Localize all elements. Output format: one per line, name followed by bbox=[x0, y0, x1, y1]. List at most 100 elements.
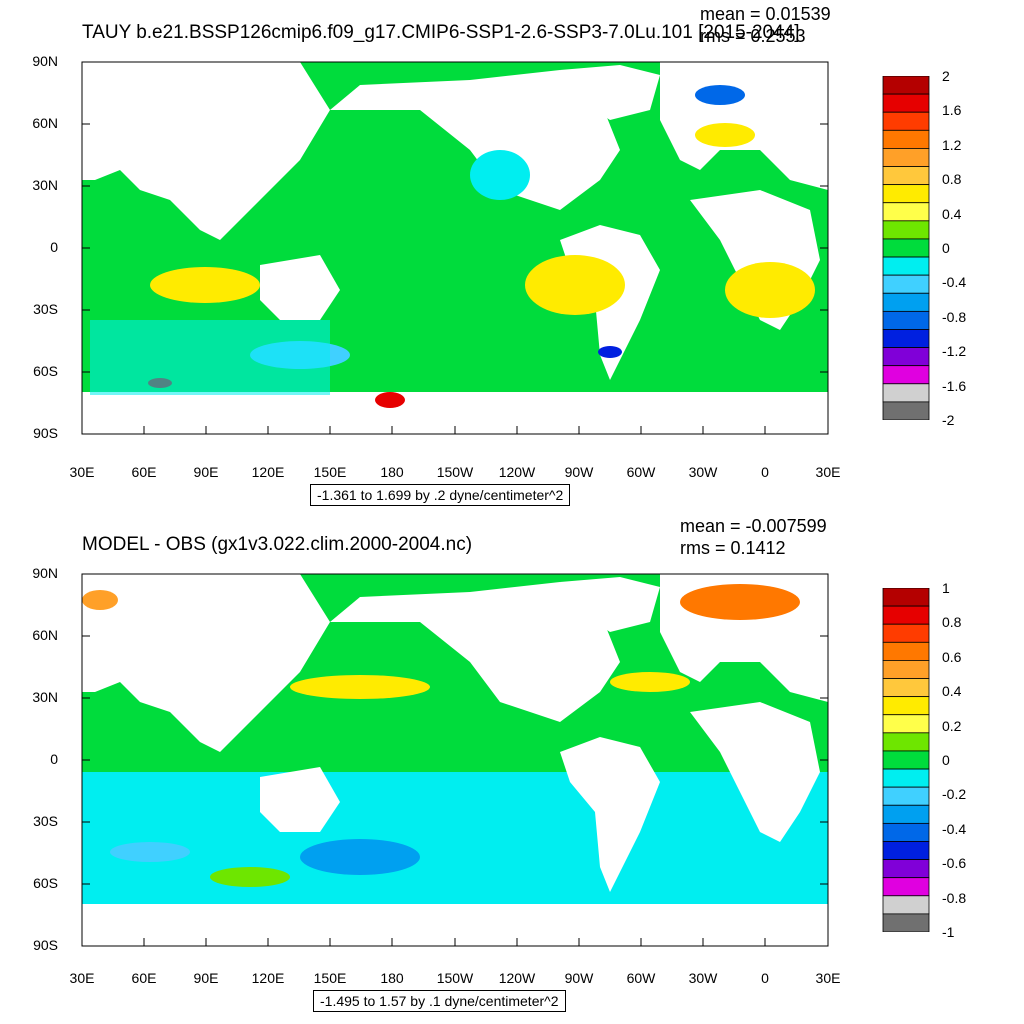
colorbar-label: 2 bbox=[942, 68, 950, 84]
colorbar-box bbox=[882, 111, 930, 131]
colorbar-box bbox=[882, 93, 930, 113]
top-lon-label: 90W bbox=[564, 464, 594, 480]
colorbar-label: 0.8 bbox=[942, 614, 962, 631]
top-lon-label: 0 bbox=[761, 464, 769, 480]
colorbar-box bbox=[882, 822, 930, 842]
colorbar-label: -1 bbox=[942, 924, 955, 940]
colorbar-box bbox=[882, 786, 930, 806]
bottom-rms-text: rms = 0.1412 bbox=[680, 538, 786, 558]
colorbar-box bbox=[882, 841, 930, 860]
colorbar-box bbox=[882, 129, 930, 149]
colorbar-box bbox=[882, 750, 930, 770]
colorbar-box bbox=[882, 166, 930, 186]
top-panel: TAUY b.e21.BSSP126cmip6.f09_g17.CMIP6-SS… bbox=[32, 4, 967, 506]
bottom-lat-ticks bbox=[82, 573, 828, 947]
bottom-panel: MODEL - OBS (gx1v3.022.clim.2000-2004.nc… bbox=[0, 512, 1024, 1024]
top-lon-label: 30E bbox=[69, 464, 95, 480]
colorbar-box bbox=[882, 877, 930, 897]
colorbar-label: 1 bbox=[942, 580, 950, 596]
bottom-lat-label-60n: 60N bbox=[32, 627, 58, 643]
colorbar-box bbox=[882, 238, 930, 258]
top-colorbar bbox=[882, 76, 930, 420]
bottom-lon-label: 120E bbox=[251, 970, 285, 986]
bottom-lat-label-30n: 30N bbox=[32, 689, 58, 705]
bottom-lon-label: 180 bbox=[380, 970, 404, 986]
top-lon-label: 180 bbox=[380, 464, 404, 480]
top-range-box: -1.361 to 1.699 by .2 dyne/centimeter^2 bbox=[310, 484, 571, 506]
bottom-lat-label-60s: 60S bbox=[33, 875, 58, 891]
bottom-lon-label: 90W bbox=[564, 970, 594, 986]
colorbar-label: -2 bbox=[942, 412, 955, 428]
colorbar-label: 0.6 bbox=[942, 648, 962, 665]
top-lat-label-30s: 30S bbox=[33, 301, 58, 317]
bottom-lon-ticks bbox=[81, 938, 829, 946]
bottom-lon-label: 90E bbox=[193, 970, 219, 986]
bottom-lon-label: 60E bbox=[131, 970, 157, 986]
bottom-lon-label: 30E bbox=[815, 970, 841, 986]
colorbar-box bbox=[882, 184, 930, 204]
top-lon-label: 150W bbox=[436, 464, 474, 480]
colorbar-box bbox=[882, 895, 930, 915]
bottom-map bbox=[81, 573, 829, 947]
colorbar-box bbox=[882, 329, 930, 348]
top-lon-label: 60E bbox=[131, 464, 157, 480]
colorbar-box bbox=[882, 256, 930, 276]
top-lat-label-30n: 30N bbox=[32, 177, 58, 193]
bottom-lat-label-90n: 90N bbox=[32, 565, 58, 581]
colorbar-box bbox=[882, 274, 930, 294]
bottom-colorbar bbox=[882, 588, 930, 932]
colorbar-box bbox=[882, 383, 930, 403]
colorbar-label: 1.6 bbox=[942, 102, 962, 119]
top-lon-label: 30E bbox=[815, 464, 841, 480]
colorbar-label: -0.8 bbox=[942, 308, 967, 325]
colorbar-label: -1.2 bbox=[942, 343, 967, 360]
top-lat-label-90n: 90N bbox=[32, 53, 58, 69]
bottom-lat-label-90s: 90S bbox=[33, 937, 58, 953]
colorbar-label: -0.8 bbox=[942, 889, 967, 906]
top-rms-text: rms = 0.2553 bbox=[700, 26, 806, 46]
top-lat-label-90s: 90S bbox=[33, 425, 58, 441]
colorbar-box bbox=[882, 732, 930, 752]
top-lon-ticks bbox=[81, 426, 829, 434]
colorbar-label: -0.6 bbox=[942, 855, 967, 872]
colorbar-label: 1.2 bbox=[942, 136, 962, 153]
bottom-mean-text: mean = -0.007599 bbox=[680, 516, 827, 536]
colorbar-label: 0.4 bbox=[942, 205, 962, 222]
top-mean-text: mean = 0.01539 bbox=[700, 4, 831, 24]
colorbar-label: -0.4 bbox=[942, 820, 967, 837]
colorbar-box bbox=[882, 605, 930, 625]
colorbar-box bbox=[882, 660, 930, 679]
colorbar-label: -0.2 bbox=[942, 786, 967, 803]
top-lat-label-60s: 60S bbox=[33, 363, 58, 379]
top-lon-label: 30W bbox=[688, 464, 718, 480]
bottom-lon-label: 120W bbox=[498, 970, 536, 986]
bottom-lon-label: 60W bbox=[626, 970, 656, 986]
top-lat-ticks bbox=[82, 61, 828, 435]
bottom-range-box: -1.495 to 1.57 by .1 dyne/centimeter^2 bbox=[313, 990, 566, 1012]
bottom-lon-label: 150W bbox=[436, 970, 474, 986]
top-lat-label-0: 0 bbox=[50, 239, 58, 255]
colorbar-box bbox=[882, 714, 930, 734]
bottom-lon-label: 30W bbox=[688, 970, 718, 986]
bottom-lon-label: 150E bbox=[313, 970, 347, 986]
colorbar-box bbox=[882, 588, 930, 607]
top-lon-label: 150E bbox=[313, 464, 347, 480]
top-panel-title: TAUY b.e21.BSSP126cmip6.f09_g17.CMIP6-SS… bbox=[82, 22, 800, 43]
top-lon-label: 60W bbox=[626, 464, 656, 480]
colorbar-box bbox=[882, 292, 930, 312]
colorbar-box bbox=[882, 859, 930, 879]
colorbar-box bbox=[882, 401, 930, 420]
colorbar-box bbox=[882, 623, 930, 643]
colorbar-box bbox=[882, 202, 930, 222]
top-map bbox=[81, 61, 829, 435]
colorbar-box bbox=[882, 347, 930, 367]
colorbar-box bbox=[882, 696, 930, 716]
colorbar-box bbox=[882, 804, 930, 824]
colorbar-label: 0.4 bbox=[942, 683, 962, 700]
colorbar-label: -0.4 bbox=[942, 274, 967, 291]
bottom-map-field bbox=[82, 574, 828, 946]
bottom-lat-label-30s: 30S bbox=[33, 813, 58, 829]
colorbar-label: 0 bbox=[942, 240, 950, 256]
bottom-panel-title: MODEL - OBS (gx1v3.022.clim.2000-2004.nc… bbox=[82, 534, 473, 555]
colorbar-label: 0.8 bbox=[942, 171, 962, 188]
